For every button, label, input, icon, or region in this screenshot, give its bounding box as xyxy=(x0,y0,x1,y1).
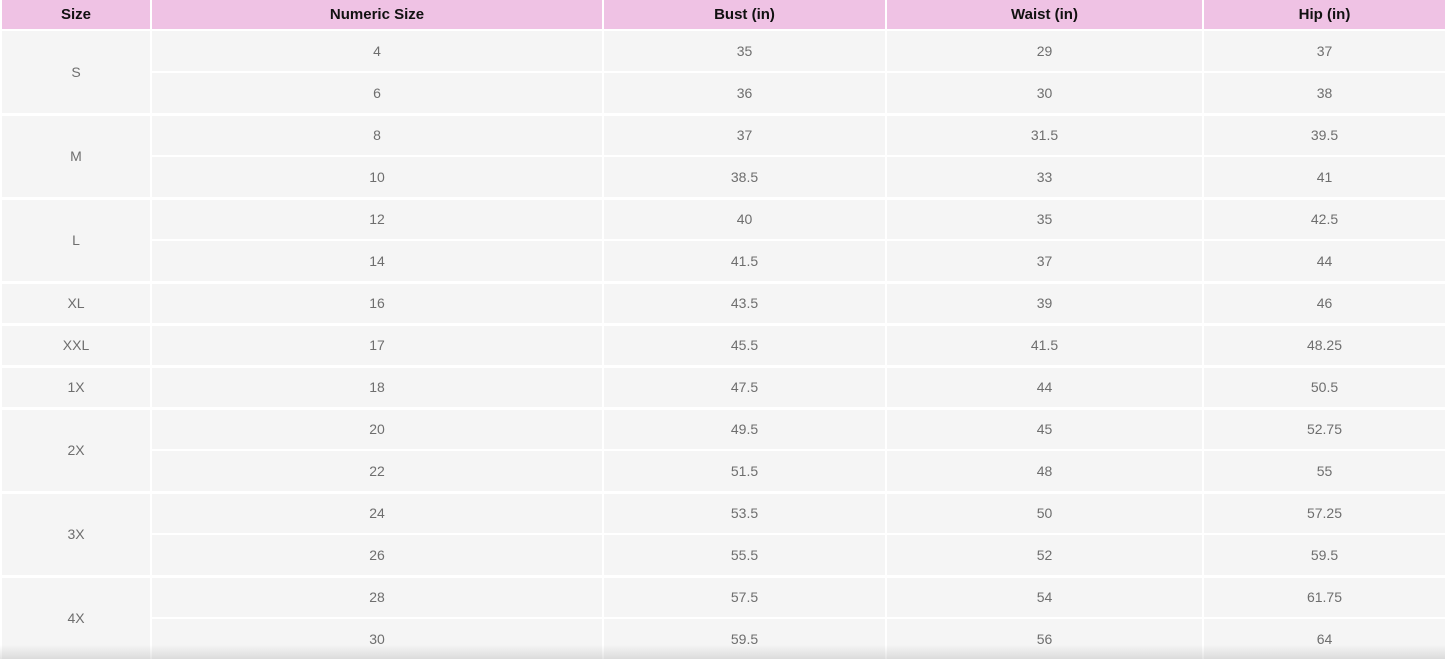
table-row: 2X 20 49.5 45 52.75 xyxy=(0,407,1445,494)
size-cell: 4X xyxy=(0,575,152,662)
table-row: 4X 28 57.5 54 61.75 xyxy=(0,575,1445,662)
numeric-size-cell: 30 xyxy=(150,617,604,662)
hip-cell: 38 xyxy=(1202,71,1445,116)
table-row: 3X 24 53.5 50 57.25 xyxy=(0,491,1445,578)
bust-cell: 45.5 xyxy=(602,323,887,368)
waist-cell: 44 xyxy=(885,365,1204,410)
waist-cell: 45 xyxy=(885,407,1204,451)
bust-cell: 36 xyxy=(602,71,887,116)
bust-cell: 38.5 xyxy=(602,155,887,200)
hip-cell: 50.5 xyxy=(1202,365,1445,410)
numeric-size-cell: 22 xyxy=(150,449,604,494)
column-header-numeric-size: Numeric Size xyxy=(150,0,604,31)
waist-cell: 29 xyxy=(885,29,1204,73)
bust-cell: 49.5 xyxy=(602,407,887,451)
waist-cell: 48 xyxy=(885,449,1204,494)
numeric-size-cell: 10 xyxy=(150,155,604,200)
waist-cell: 52 xyxy=(885,533,1204,578)
column-header-size: Size xyxy=(0,0,152,31)
numeric-size-cell: 8 xyxy=(150,113,604,157)
waist-cell: 37 xyxy=(885,239,1204,284)
size-cell: 3X xyxy=(0,491,152,578)
numeric-size-cell: 6 xyxy=(150,71,604,116)
size-cell: XXL xyxy=(0,323,152,368)
waist-cell: 39 xyxy=(885,281,1204,326)
numeric-size-cell: 18 xyxy=(150,365,604,410)
table-row: M 8 37 31.5 39.5 xyxy=(0,113,1445,200)
hip-cell: 42.5 xyxy=(1202,197,1445,241)
bust-cell: 51.5 xyxy=(602,449,887,494)
size-cell: L xyxy=(0,197,152,284)
hip-cell: 57.25 xyxy=(1202,491,1445,535)
table-row: 1X 18 47.5 44 50.5 xyxy=(0,365,1445,410)
hip-cell: 39.5 xyxy=(1202,113,1445,157)
numeric-size-cell: 14 xyxy=(150,239,604,284)
hip-cell: 59.5 xyxy=(1202,533,1445,578)
hip-cell: 52.75 xyxy=(1202,407,1445,451)
column-header-hip: Hip (in) xyxy=(1202,0,1445,31)
size-cell: M xyxy=(0,113,152,200)
bust-cell: 41.5 xyxy=(602,239,887,284)
hip-cell: 48.25 xyxy=(1202,323,1445,368)
numeric-size-cell: 16 xyxy=(150,281,604,326)
table-row: 14 41.5 37 44 xyxy=(1,239,1445,284)
bust-cell: 59.5 xyxy=(602,617,887,662)
waist-cell: 50 xyxy=(885,491,1204,535)
header-row: Size Numeric Size Bust (in) Waist (in) H… xyxy=(0,0,1445,31)
table-row: L 12 40 35 42.5 xyxy=(0,197,1445,284)
numeric-size-cell: 24 xyxy=(150,491,604,535)
waist-cell: 54 xyxy=(885,575,1204,619)
bust-cell: 35 xyxy=(602,29,887,73)
bust-cell: 37 xyxy=(602,113,887,157)
size-cell: XL xyxy=(0,281,152,326)
hip-cell: 55 xyxy=(1202,449,1445,494)
numeric-size-cell: 4 xyxy=(150,29,604,73)
table-row: 6 36 30 38 xyxy=(1,71,1445,116)
table-row: XL 16 43.5 39 46 xyxy=(0,281,1445,326)
waist-cell: 35 xyxy=(885,197,1204,241)
bust-cell: 53.5 xyxy=(602,491,887,535)
numeric-size-cell: 17 xyxy=(150,323,604,368)
hip-cell: 61.75 xyxy=(1202,575,1445,619)
column-header-bust: Bust (in) xyxy=(602,0,887,31)
table-row: 10 38.5 33 41 xyxy=(1,155,1445,200)
column-header-waist: Waist (in) xyxy=(885,0,1204,31)
hip-cell: 46 xyxy=(1202,281,1445,326)
bust-cell: 43.5 xyxy=(602,281,887,326)
waist-cell: 56 xyxy=(885,617,1204,662)
table-row: 22 51.5 48 55 xyxy=(1,449,1445,494)
table-row: 30 59.5 56 64 xyxy=(1,617,1445,662)
waist-cell: 30 xyxy=(885,71,1204,116)
size-cell: S xyxy=(0,29,152,116)
size-cell: 2X xyxy=(0,407,152,494)
numeric-size-cell: 20 xyxy=(150,407,604,451)
bust-cell: 40 xyxy=(602,197,887,241)
hip-cell: 44 xyxy=(1202,239,1445,284)
size-cell: 1X xyxy=(0,365,152,410)
hip-cell: 64 xyxy=(1202,617,1445,662)
numeric-size-cell: 28 xyxy=(150,575,604,619)
table-row: XXL 17 45.5 41.5 48.25 xyxy=(0,323,1445,368)
numeric-size-cell: 12 xyxy=(150,197,604,241)
waist-cell: 41.5 xyxy=(885,323,1204,368)
hip-cell: 37 xyxy=(1202,29,1445,73)
bust-cell: 57.5 xyxy=(602,575,887,619)
table-row: S 4 35 29 37 xyxy=(0,29,1445,116)
bust-cell: 55.5 xyxy=(602,533,887,578)
numeric-size-cell: 26 xyxy=(150,533,604,578)
hip-cell: 41 xyxy=(1202,155,1445,200)
table-row: 26 55.5 52 59.5 xyxy=(1,533,1445,578)
bust-cell: 47.5 xyxy=(602,365,887,410)
waist-cell: 33 xyxy=(885,155,1204,200)
waist-cell: 31.5 xyxy=(885,113,1204,157)
